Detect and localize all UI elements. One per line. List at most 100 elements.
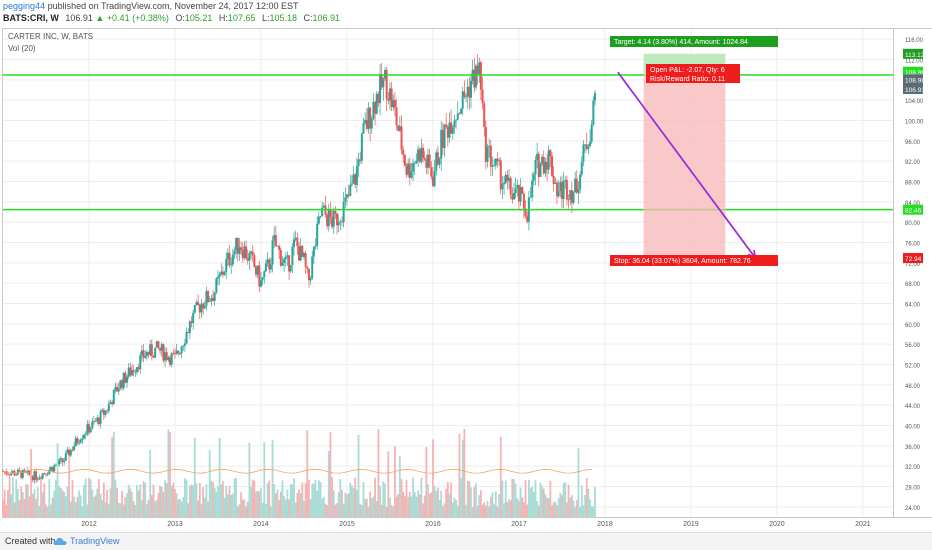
candle-body bbox=[559, 182, 562, 191]
symbol-label: BATS:CRI, W bbox=[3, 13, 59, 23]
stop-price-tag: 72.94 bbox=[905, 256, 922, 263]
volume-bar bbox=[539, 482, 542, 517]
candle-body bbox=[574, 178, 577, 193]
candle-body bbox=[534, 159, 537, 175]
candle-body bbox=[451, 127, 454, 134]
candle-body bbox=[374, 101, 377, 114]
candle-body bbox=[393, 100, 396, 108]
volume-bar bbox=[488, 506, 491, 517]
candle-body bbox=[469, 80, 472, 98]
candle-body bbox=[388, 88, 391, 101]
price-tick-label: 92.00 bbox=[905, 160, 921, 166]
volume-bar bbox=[400, 478, 403, 517]
candle-body bbox=[336, 213, 339, 226]
candle-body bbox=[294, 237, 297, 240]
candle-body bbox=[565, 180, 568, 200]
volume-bar bbox=[531, 486, 534, 517]
candle-body bbox=[5, 471, 8, 474]
volume-bar bbox=[81, 506, 84, 517]
volume-bar bbox=[314, 479, 317, 517]
volume-bar bbox=[483, 502, 486, 517]
volume-bar bbox=[478, 495, 481, 517]
volume-bar bbox=[276, 489, 279, 517]
volume-bar bbox=[203, 497, 206, 517]
candle-body bbox=[479, 62, 482, 90]
open-label: O: bbox=[175, 13, 185, 23]
candle-body bbox=[44, 473, 47, 475]
candle-body bbox=[473, 69, 476, 88]
candle-body bbox=[159, 347, 162, 351]
volume-bar bbox=[179, 498, 181, 517]
candle-body bbox=[126, 376, 129, 383]
candle-body bbox=[560, 182, 563, 200]
candle-body bbox=[15, 474, 18, 476]
author-link[interactable]: pegging44 bbox=[3, 1, 46, 11]
volume-bar bbox=[235, 477, 238, 517]
candle-body bbox=[435, 152, 438, 171]
volume-bar bbox=[473, 487, 476, 517]
volume-bar bbox=[471, 506, 474, 517]
volume-bar bbox=[397, 494, 400, 517]
candle-body bbox=[190, 321, 193, 324]
time-tick-label: 2012 bbox=[81, 521, 97, 528]
candle-body bbox=[375, 93, 378, 114]
candle-body bbox=[253, 255, 256, 268]
time-axis[interactable] bbox=[2, 518, 894, 532]
volume-bar bbox=[190, 484, 193, 517]
candle-body bbox=[326, 214, 329, 227]
volume-bar bbox=[304, 482, 307, 517]
candle-body bbox=[286, 255, 289, 258]
candle-body bbox=[438, 158, 441, 165]
candle-body bbox=[594, 92, 597, 101]
volume-bar bbox=[536, 501, 539, 517]
candle-body bbox=[160, 344, 163, 351]
volume-bar bbox=[124, 497, 127, 517]
price-tick-label: 64.00 bbox=[905, 303, 921, 309]
candle-body bbox=[562, 181, 565, 200]
volume-bar bbox=[455, 500, 458, 517]
candle-body bbox=[539, 163, 542, 178]
candle-body bbox=[532, 174, 535, 181]
candle-body bbox=[86, 424, 89, 435]
volume-bar bbox=[175, 492, 178, 517]
volume-bar bbox=[532, 491, 535, 517]
volume-bar bbox=[584, 495, 586, 517]
candle-body bbox=[11, 471, 14, 473]
volume-bar bbox=[412, 477, 415, 517]
volume-bar bbox=[159, 485, 161, 517]
volume-bar bbox=[585, 478, 588, 517]
volume-bar bbox=[61, 490, 64, 517]
price-tick-label: 44.00 bbox=[905, 404, 921, 410]
volume-bar bbox=[76, 497, 79, 517]
candle-body bbox=[79, 439, 82, 443]
volume-bar bbox=[131, 492, 133, 517]
volume-bar bbox=[413, 492, 416, 517]
candle-body bbox=[350, 183, 353, 185]
candle-body bbox=[327, 209, 330, 227]
candle-body bbox=[430, 167, 433, 177]
volume-bar bbox=[425, 447, 428, 517]
price-tick-label: 96.00 bbox=[905, 140, 921, 146]
volume-bar bbox=[165, 483, 168, 517]
volume-bar bbox=[217, 486, 219, 517]
candle-body bbox=[296, 237, 299, 247]
volume-bar bbox=[187, 503, 190, 517]
candle-body bbox=[218, 274, 221, 277]
price-axis[interactable] bbox=[894, 28, 932, 518]
volume-bar bbox=[15, 479, 18, 517]
candle-body bbox=[332, 210, 335, 227]
volume-bar bbox=[58, 485, 61, 517]
candle-body bbox=[585, 144, 588, 150]
candle-body bbox=[192, 312, 195, 324]
tradingview-brand[interactable]: TradingView bbox=[70, 536, 120, 546]
candle-body bbox=[349, 184, 352, 196]
candle-body bbox=[68, 449, 71, 456]
chart-pane[interactable] bbox=[2, 28, 894, 518]
candle-body bbox=[352, 174, 355, 184]
candle-body bbox=[322, 205, 325, 208]
candle-body bbox=[440, 129, 443, 159]
candle-body bbox=[268, 259, 271, 270]
volume-bar bbox=[144, 483, 147, 517]
volume-bar bbox=[374, 477, 376, 517]
target-label-bg bbox=[610, 36, 778, 47]
